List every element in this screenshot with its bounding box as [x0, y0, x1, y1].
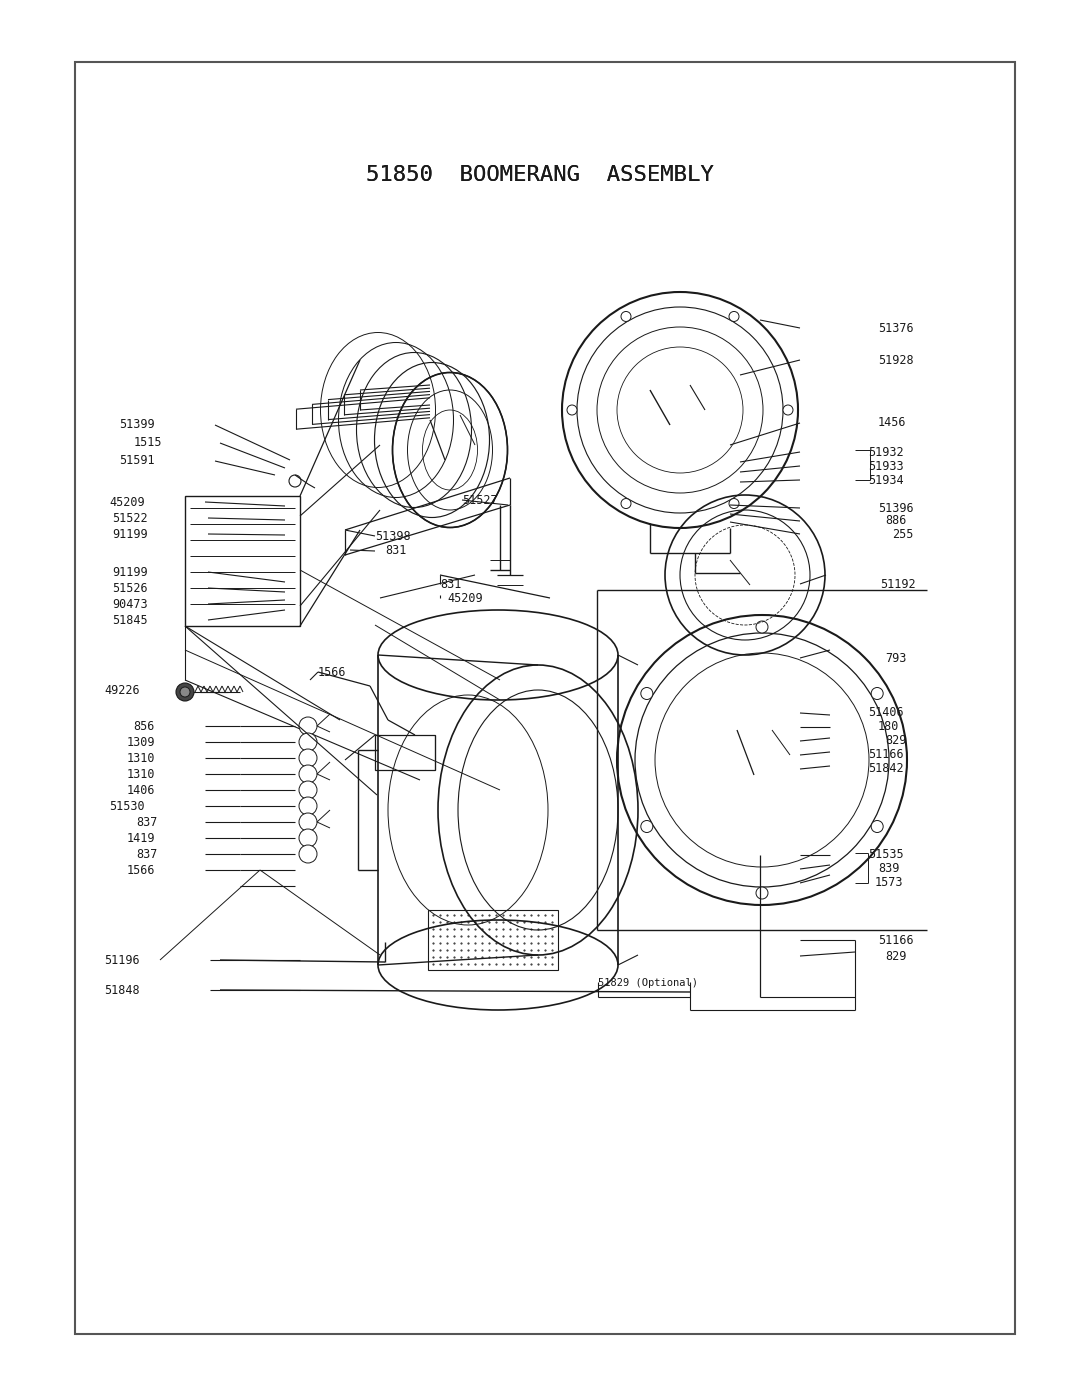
Text: 51396: 51396 [878, 502, 914, 514]
Text: 837: 837 [137, 848, 158, 861]
Text: 51928: 51928 [878, 353, 914, 366]
Circle shape [299, 828, 318, 847]
Bar [375, 735, 435, 770]
Text: 51829 (Optional): 51829 (Optional) [598, 978, 698, 988]
Text: 831: 831 [440, 577, 461, 591]
Text: 1515: 1515 [134, 436, 162, 450]
Circle shape [180, 687, 190, 697]
Bar [428, 909, 558, 970]
Circle shape [872, 687, 883, 700]
Text: 839: 839 [878, 862, 900, 876]
Circle shape [756, 622, 768, 633]
Text: 51591: 51591 [120, 454, 156, 468]
Text: 829: 829 [885, 950, 906, 963]
Circle shape [621, 312, 631, 321]
Text: 831: 831 [384, 545, 406, 557]
Text: 45209: 45209 [447, 591, 483, 605]
Circle shape [567, 405, 577, 415]
Text: 1456: 1456 [878, 416, 906, 429]
Text: 1573: 1573 [875, 876, 904, 890]
Circle shape [621, 499, 631, 509]
Text: 1566: 1566 [126, 863, 156, 876]
Text: 51850  BOOMERANG  ASSEMBLY: 51850 BOOMERANG ASSEMBLY [366, 165, 714, 184]
Circle shape [640, 820, 652, 833]
Text: 49226: 49226 [105, 683, 140, 697]
Circle shape [299, 749, 318, 767]
Text: 51933: 51933 [868, 460, 904, 472]
Text: 51934: 51934 [868, 474, 904, 486]
Text: 51526: 51526 [112, 581, 148, 595]
Circle shape [299, 813, 318, 831]
Text: 51406: 51406 [868, 707, 904, 719]
Text: 91199: 91199 [112, 566, 148, 578]
Text: 51848: 51848 [105, 983, 140, 996]
Circle shape [176, 683, 194, 701]
Text: 1406: 1406 [126, 784, 156, 796]
Text: 51522: 51522 [112, 511, 148, 524]
Text: 51842: 51842 [868, 763, 904, 775]
Text: 51196: 51196 [105, 954, 140, 967]
Text: 1419: 1419 [126, 831, 156, 845]
Circle shape [299, 766, 318, 782]
Text: 51530: 51530 [109, 799, 145, 813]
Circle shape [756, 887, 768, 900]
Text: 1310: 1310 [126, 752, 156, 764]
Circle shape [299, 717, 318, 735]
Text: 51399: 51399 [120, 419, 156, 432]
Text: 51166: 51166 [878, 933, 914, 947]
Circle shape [729, 499, 739, 509]
Text: 886: 886 [885, 514, 906, 528]
Text: 51850  BOOMERANG  ASSEMBLY: 51850 BOOMERANG ASSEMBLY [366, 165, 714, 184]
Text: 837: 837 [137, 816, 158, 828]
Text: 51398: 51398 [375, 529, 410, 542]
Text: 1309: 1309 [126, 735, 156, 749]
Text: 51192: 51192 [880, 577, 916, 591]
Circle shape [640, 687, 652, 700]
Text: 180: 180 [878, 721, 900, 733]
Text: 51932: 51932 [868, 446, 904, 458]
Circle shape [299, 798, 318, 814]
Circle shape [783, 405, 793, 415]
Text: 90473: 90473 [112, 598, 148, 610]
Bar [185, 496, 300, 626]
Text: 793: 793 [885, 651, 906, 665]
Circle shape [299, 781, 318, 799]
Text: 1310: 1310 [126, 767, 156, 781]
Text: 1566: 1566 [318, 665, 347, 679]
Circle shape [299, 733, 318, 752]
Text: 255: 255 [892, 528, 914, 541]
Circle shape [872, 820, 883, 833]
Circle shape [299, 845, 318, 863]
Text: 829: 829 [885, 735, 906, 747]
Circle shape [729, 312, 739, 321]
Text: 51376: 51376 [878, 321, 914, 334]
Text: 51845: 51845 [112, 613, 148, 626]
Text: 51527: 51527 [462, 493, 498, 507]
Text: 51166: 51166 [868, 749, 904, 761]
Text: 91199: 91199 [112, 528, 148, 541]
Text: 51535: 51535 [868, 848, 904, 862]
Text: 45209: 45209 [109, 496, 145, 509]
Circle shape [289, 475, 301, 488]
Text: 856: 856 [134, 719, 156, 732]
Bar [75, 61, 1015, 1334]
